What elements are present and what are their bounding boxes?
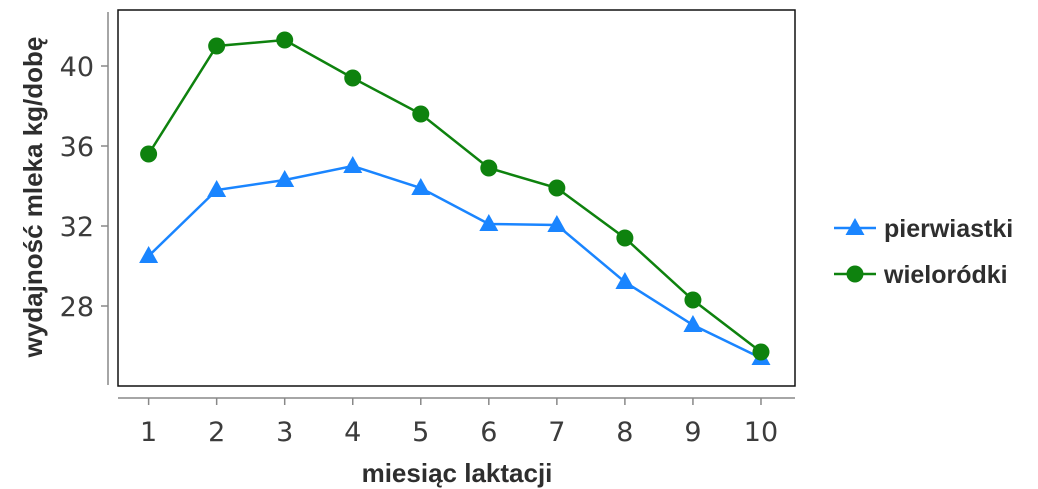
y-axis-ticks: 28 32 36 40 <box>60 52 108 323</box>
data-point <box>412 105 430 123</box>
data-point <box>615 272 635 289</box>
x-tick-label: 2 <box>208 417 225 448</box>
data-point <box>343 156 363 173</box>
legend-item: wieloródki <box>834 261 1008 289</box>
data-point <box>140 145 158 163</box>
plot-frame <box>117 9 796 387</box>
data-point <box>208 37 226 55</box>
data-point <box>480 159 498 177</box>
series-pierwiastki <box>139 156 771 365</box>
legend-label: wieloródki <box>883 261 1008 289</box>
y-tick-label: 28 <box>60 292 94 323</box>
legend: pierwiastki wieloródki <box>834 215 1013 289</box>
x-tick-label: 7 <box>548 417 565 448</box>
legend-label: pierwiastki <box>884 215 1013 243</box>
data-point <box>275 170 295 187</box>
series-line <box>147 38 762 353</box>
legend-marker <box>845 218 865 235</box>
x-tick-label: 5 <box>412 417 429 448</box>
x-tick-label: 8 <box>616 417 633 448</box>
x-tick-label: 10 <box>744 417 778 448</box>
data-point <box>683 315 703 332</box>
data-point <box>548 179 566 197</box>
y-axis-title: wydajność mleka kg/dobę <box>18 37 48 359</box>
data-point <box>344 69 362 87</box>
x-tick-label: 4 <box>344 417 361 448</box>
x-tick-label: 6 <box>480 417 497 448</box>
series-layer <box>139 31 771 365</box>
x-tick-label: 3 <box>276 417 293 448</box>
data-point <box>411 178 431 195</box>
data-point <box>139 246 159 263</box>
y-tick-label: 36 <box>60 132 94 163</box>
data-point <box>479 214 499 231</box>
y-tick-label: 32 <box>60 212 94 243</box>
legend-item: pierwiastki <box>834 215 1013 243</box>
data-point <box>752 343 770 361</box>
legend-marker <box>846 265 864 283</box>
series-wieloródki <box>140 31 770 361</box>
x-axis-title: miesiąc laktacji <box>362 458 553 488</box>
x-tick-label: 1 <box>140 417 157 448</box>
data-point <box>276 31 294 49</box>
data-point <box>684 291 702 309</box>
x-axis-ticks: 1 2 3 4 5 6 7 8 9 10 <box>140 398 778 448</box>
data-point <box>547 215 567 232</box>
x-tick-label: 9 <box>684 417 701 448</box>
y-tick-label: 40 <box>60 52 94 83</box>
series-line <box>147 164 762 360</box>
data-point <box>207 180 227 197</box>
data-point <box>616 229 634 247</box>
